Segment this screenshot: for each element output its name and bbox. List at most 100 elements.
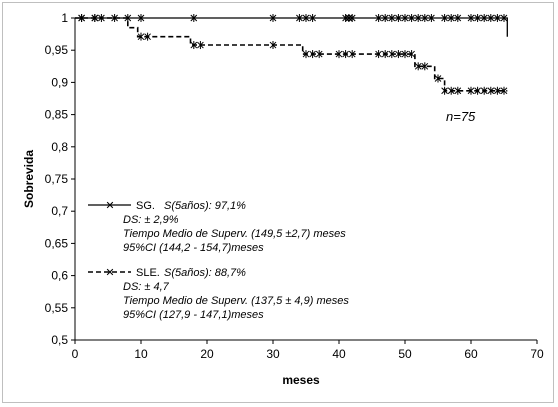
legend-marker-sg: ✕ xyxy=(105,200,114,212)
censor-mark-sle xyxy=(302,50,310,59)
censor-mark-sle xyxy=(309,50,316,59)
censor-mark-sg xyxy=(421,14,429,22)
y-axis-title: Sobrevida xyxy=(22,150,36,208)
censor-mark-sle xyxy=(454,86,462,95)
x-tick-label: 10 xyxy=(134,347,148,361)
censor-mark-sle xyxy=(421,62,429,71)
x-tick-label: 40 xyxy=(332,347,346,361)
censor-mark-sle xyxy=(441,86,448,95)
legend-marker-sle: ✕ xyxy=(105,267,114,279)
censor-mark-sg xyxy=(487,14,495,22)
x-tick-label: 0 xyxy=(72,347,79,361)
censor-mark-sg xyxy=(480,14,488,22)
censor-mark-sg xyxy=(269,14,277,22)
censor-mark-sg xyxy=(309,14,316,22)
censor-mark-sle xyxy=(144,32,151,41)
censor-mark-sg xyxy=(302,14,310,22)
censor-mark-sle xyxy=(269,41,277,50)
censor-mark-sg xyxy=(190,14,198,22)
censor-mark-sg xyxy=(428,14,435,22)
legend-ci-sle: 95%CI (127,9 - 147,1)meses xyxy=(123,309,264,321)
censor-mark-sle xyxy=(190,41,198,50)
legend-mean-time-sg: Tiempo Medio de Superv. (149,5 ±2,7) mes… xyxy=(123,228,346,240)
censor-mark-sg xyxy=(447,14,455,22)
x-tick-label: 50 xyxy=(398,347,412,361)
censor-mark-sle xyxy=(494,86,501,95)
x-axis-title: meses xyxy=(282,373,320,387)
censor-mark-sle xyxy=(487,86,495,95)
censor-mark-sg xyxy=(401,14,409,22)
legend: ✕ SG. S(5años): 97,1% DS: ± 2,9% Tiempo … xyxy=(88,200,349,321)
censor-mark-sg xyxy=(408,14,415,22)
censor-mark-sg xyxy=(467,14,475,22)
censor-mark-sg xyxy=(375,14,382,22)
censor-mark-sg xyxy=(388,14,396,22)
legend-ds-sg: DS: ± 2,9% xyxy=(123,214,179,226)
censor-mark-sg xyxy=(137,14,145,22)
legend-name-sg: SG. xyxy=(136,200,155,212)
censor-mark-sle xyxy=(111,14,118,22)
y-tick-label: 0,55 xyxy=(45,301,69,315)
legend-entry-sle: ✕ SLE. S(5años): 88,7% DS: ± 4,7 Tiempo … xyxy=(88,267,349,321)
censor-mark-sle xyxy=(408,50,415,59)
y-tick-label: 0,5 xyxy=(51,333,68,347)
censor-mark-sg xyxy=(381,14,389,22)
y-tick-label: 0,65 xyxy=(45,236,69,250)
censor-mark-sg xyxy=(454,14,462,22)
y-tick-label: 0,6 xyxy=(51,269,68,283)
chart-frame xyxy=(2,2,554,403)
censor-mark-sle xyxy=(197,41,204,50)
censor-mark-sle xyxy=(414,62,422,71)
censor-mark-sle xyxy=(348,50,356,59)
sample-size-annotation: n=75 xyxy=(446,109,476,124)
y-tick-label: 0,85 xyxy=(45,108,69,122)
censor-mark-sle xyxy=(335,50,343,59)
censor-mark-sg xyxy=(500,14,508,22)
censor-mark-sg xyxy=(441,14,448,22)
censor-mark-sle xyxy=(401,50,409,59)
censor-mark-sle xyxy=(447,86,455,95)
legend-entry-sg: ✕ SG. S(5años): 97,1% DS: ± 2,9% Tiempo … xyxy=(88,200,346,254)
censor-mark-sle xyxy=(395,50,402,59)
y-tick-label: 0,9 xyxy=(51,75,68,89)
censor-mark-sg xyxy=(414,14,422,22)
censor-mark-sg xyxy=(395,14,402,22)
legend-ci-sg: 95%CI (144,2 - 154,7)meses xyxy=(123,242,264,254)
censor-mark-sg xyxy=(474,14,481,22)
y-tick-label: 0,75 xyxy=(45,172,69,186)
censor-mark-sle xyxy=(474,86,481,95)
censor-mark-sg xyxy=(296,14,303,22)
legend-ds-sle: DS: ± 4,7 xyxy=(123,281,170,293)
censor-mark-sle xyxy=(315,50,323,59)
censor-mark-sle xyxy=(480,86,488,95)
censor-mark-sle xyxy=(500,86,508,95)
censor-mark-sle xyxy=(434,74,442,83)
series-line-sle xyxy=(75,17,508,92)
censor-mark-sle xyxy=(467,86,475,95)
legend-mean-time-sle: Tiempo Medio de Superv. (137,5 ± 4,9) me… xyxy=(123,295,349,307)
censor-mark-sle xyxy=(137,32,145,41)
censor-mark-sg xyxy=(494,14,501,22)
x-tick-label: 30 xyxy=(266,347,280,361)
censor-mark-sle xyxy=(388,50,396,59)
censor-mark-sg xyxy=(348,14,356,22)
legend-stat-sle: S(5años): 88,7% xyxy=(164,267,246,279)
legend-name-sle: SLE. xyxy=(136,267,160,279)
x-tick-label: 20 xyxy=(200,347,214,361)
censor-mark-sle xyxy=(381,50,389,59)
x-tick-label: 60 xyxy=(464,347,478,361)
y-tick-label: 0,95 xyxy=(45,43,69,57)
y-tick-label: 0,7 xyxy=(51,204,68,218)
x-tick-label: 70 xyxy=(530,347,544,361)
y-tick-label: 0,8 xyxy=(51,140,68,154)
censor-mark-sle xyxy=(91,14,99,22)
censor-mark-sle xyxy=(98,14,105,22)
y-tick-label: 1 xyxy=(61,11,68,25)
censor-mark-sle xyxy=(342,50,349,59)
censor-mark-sle xyxy=(375,50,382,59)
censor-mark-sle xyxy=(78,14,85,22)
legend-stat-sg: S(5años): 97,1% xyxy=(164,200,246,212)
series-line-sg xyxy=(75,17,508,37)
